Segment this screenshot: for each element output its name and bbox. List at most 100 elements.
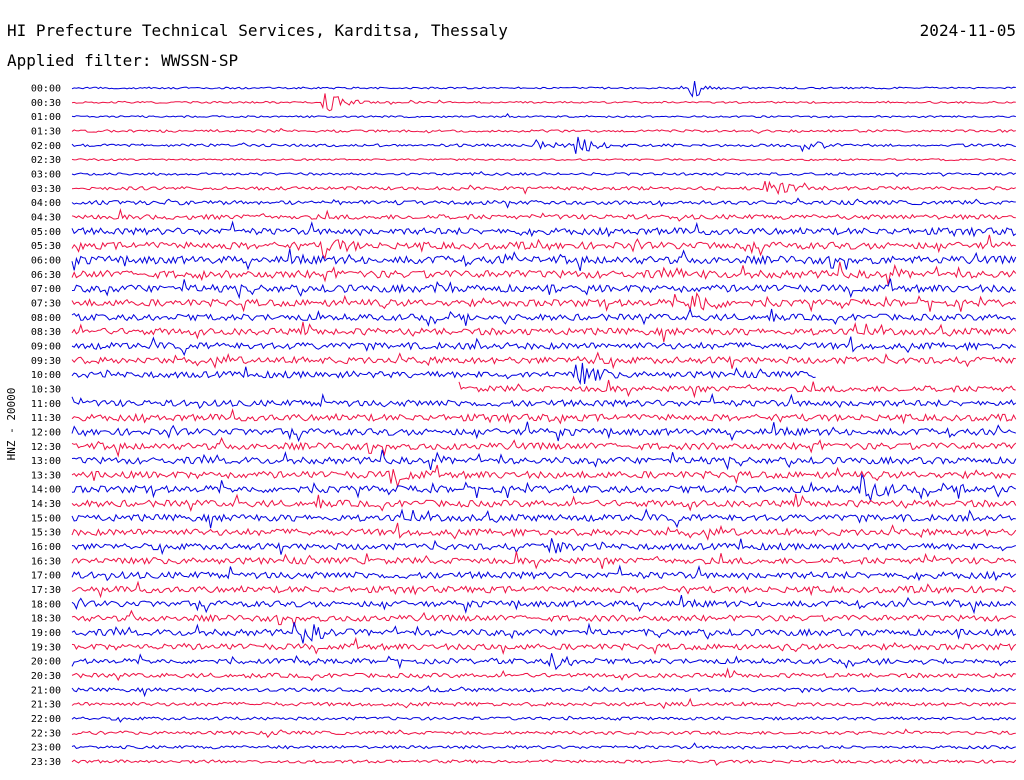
row-time-label: 22:00	[31, 714, 61, 725]
row-time-label: 10:30	[31, 384, 61, 395]
seismogram-trace	[71, 81, 1016, 98]
seismogram-trace	[71, 307, 1017, 327]
row-time-label: 21:00	[31, 685, 61, 696]
row-time-label: 07:30	[31, 298, 61, 309]
seismogram-trace	[71, 564, 1017, 582]
seismogram-trace	[71, 351, 1016, 370]
seismogram-trace	[71, 408, 1017, 425]
station-title: HI Prefecture Technical Services, Kardit…	[7, 21, 508, 40]
seismogram-trace	[71, 580, 1017, 599]
seismogram-trace	[71, 472, 1017, 503]
row-time-label: 10:00	[31, 370, 61, 381]
row-time-label: 09:00	[31, 341, 61, 352]
row-time-label: 13:00	[31, 456, 61, 467]
row-time-label: 17:30	[31, 585, 61, 596]
plot-date: 2024-11-05	[920, 21, 1016, 40]
seismogram-trace	[71, 207, 1016, 222]
row-time-label: 01:30	[31, 126, 61, 137]
seismogram-trace	[71, 362, 816, 386]
row-time-label: 04:00	[31, 198, 61, 209]
row-time-label: 03:00	[31, 169, 61, 180]
row-time-label: 11:00	[31, 399, 61, 410]
row-time-label: 18:30	[31, 614, 61, 625]
seismogram-trace	[71, 594, 1017, 615]
seismogram-trace	[71, 278, 1016, 300]
seismogram-trace	[458, 379, 1016, 399]
row-time-label: 22:30	[31, 728, 61, 739]
seismogram-trace	[71, 321, 1017, 342]
seismogram-trace	[71, 522, 1017, 541]
seismogram-trace	[71, 622, 1017, 644]
row-time-label: 09:30	[31, 356, 61, 367]
seismogram-trace	[71, 234, 1016, 260]
row-time-label: 02:00	[31, 141, 61, 152]
seismogram-trace	[71, 697, 1016, 710]
seismogram-trace	[71, 336, 1016, 357]
row-time-label: 06:00	[31, 255, 61, 266]
seismogram-trace	[71, 261, 1017, 286]
seismogram-trace	[71, 436, 1017, 458]
seismogram-trace	[71, 127, 1016, 134]
row-time-label: 05:00	[31, 227, 61, 238]
row-time-label: 08:00	[31, 313, 61, 324]
seismogram-trace	[71, 158, 1016, 162]
seismogram-trace	[71, 171, 1017, 177]
row-time-label: 15:00	[31, 513, 61, 524]
row-time-label: 19:30	[31, 642, 61, 653]
seismogram-trace	[71, 421, 1016, 443]
row-time-label: 01:00	[31, 112, 61, 123]
seismogram-trace	[71, 248, 1017, 272]
seismogram-trace	[71, 728, 1016, 739]
seismogram-traces	[71, 81, 1017, 766]
row-time-label: 02:30	[31, 155, 61, 166]
row-time-label: 23:00	[31, 743, 61, 754]
row-time-label: 14:00	[31, 485, 61, 496]
seismogram-trace	[71, 609, 1016, 628]
seismogram-trace	[71, 759, 1017, 766]
row-time-label: 00:00	[31, 84, 61, 95]
seismogram-trace	[71, 538, 1016, 556]
row-time-label: 14:30	[31, 499, 61, 510]
row-time-label: 12:30	[31, 442, 61, 453]
seismogram-trace	[71, 291, 1017, 313]
seismogram-trace	[71, 93, 1016, 112]
row-time-label: 11:30	[31, 413, 61, 424]
row-time-label: 21:30	[31, 700, 61, 711]
seismogram-trace	[71, 715, 1017, 723]
seismogram-trace	[71, 685, 1017, 698]
row-time-label: 13:30	[31, 470, 61, 481]
seismogram-trace	[71, 113, 1016, 119]
row-time-label: 20:00	[31, 657, 61, 668]
seismogram-trace	[71, 449, 1017, 471]
seismogram-trace	[71, 636, 1017, 656]
seismogram-trace	[71, 653, 1016, 671]
row-time-label: 12:00	[31, 427, 61, 438]
row-time-label: 16:30	[31, 556, 61, 567]
filter-label: Applied filter: WWSSN-SP	[7, 51, 238, 70]
row-time-label: 16:00	[31, 542, 61, 553]
seismogram-trace	[71, 464, 1016, 489]
seismogram-trace	[71, 180, 1016, 196]
seismogram-trace	[71, 508, 1016, 529]
row-time-label: 00:30	[31, 98, 61, 109]
row-time-label: 17:00	[31, 571, 61, 582]
row-time-label: 05:30	[31, 241, 61, 252]
y-axis-label: HNZ - 20000	[5, 388, 18, 461]
row-time-label: 15:30	[31, 528, 61, 539]
row-time-label: 06:30	[31, 270, 61, 281]
row-time-label: 19:00	[31, 628, 61, 639]
seismogram-trace	[71, 667, 1016, 682]
row-time-labels: 00:00 00:30 01:00 01:30 02:00 02:30 03:00 03:30…	[31, 84, 61, 769]
row-time-label: 04:30	[31, 212, 61, 223]
row-time-label: 20:30	[31, 671, 61, 682]
seismogram-trace	[71, 136, 1016, 154]
seismogram-trace	[71, 551, 1017, 570]
seismogram-trace	[71, 493, 1017, 512]
row-time-label: 18:00	[31, 599, 61, 610]
row-time-label: 03:30	[31, 184, 61, 195]
row-time-label: 23:30	[31, 757, 61, 768]
seismogram-trace	[71, 392, 1017, 410]
row-time-label: 08:30	[31, 327, 61, 338]
seismogram-trace	[71, 742, 1016, 750]
